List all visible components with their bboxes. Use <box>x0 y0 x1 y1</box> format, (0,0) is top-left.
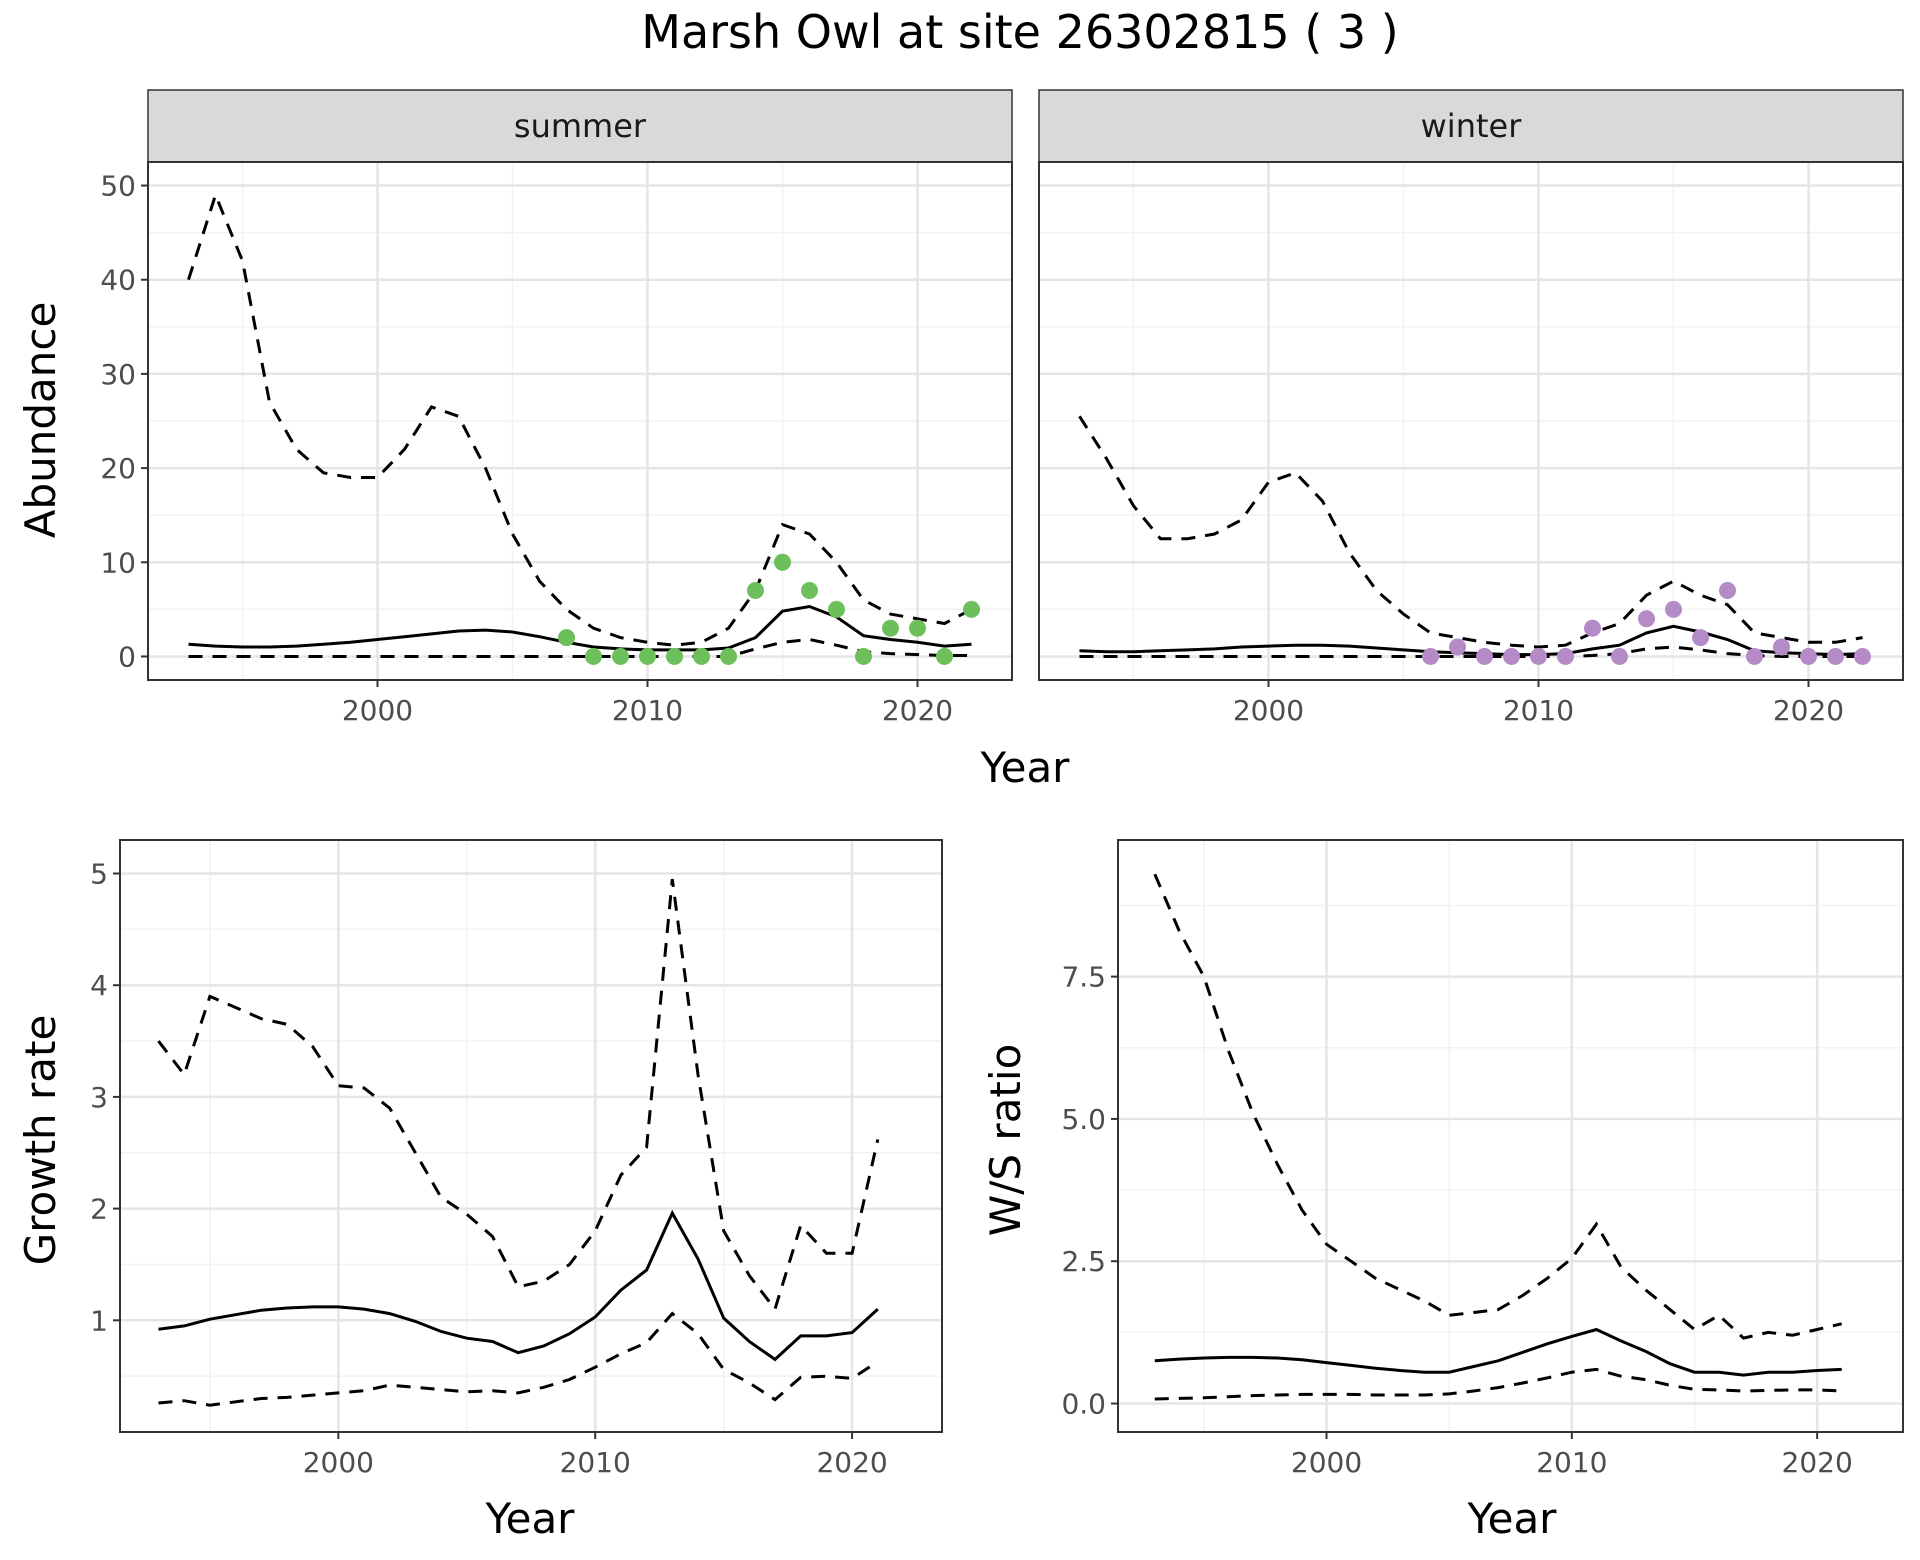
observed-point <box>828 600 845 618</box>
y-tick-label: 30 <box>100 358 136 391</box>
observed-point <box>1719 582 1736 600</box>
y-tick-label: 0 <box>118 640 136 673</box>
x-tick-label: 2000 <box>1233 694 1304 727</box>
y-tick-label: 0.0 <box>1061 1388 1106 1421</box>
observed-point <box>1800 647 1817 665</box>
series-line-lower <box>188 637 972 658</box>
series-line-upper <box>157 878 880 1313</box>
x-tick-label: 2020 <box>1782 1446 1853 1479</box>
observed-point <box>1665 600 1682 618</box>
x-tick-label: 2000 <box>1291 1446 1362 1479</box>
panel-winter-abundance: 2000 2010 2020 <box>1038 161 1904 727</box>
observed-point <box>855 647 872 665</box>
observed-point <box>1557 647 1574 665</box>
y-tick-label: 2.5 <box>1061 1245 1106 1278</box>
x-axis-title-ratio: Year <box>1467 1494 1558 1543</box>
panel-border <box>119 839 943 1433</box>
x-axis-title-growth: Year <box>485 1494 576 1543</box>
y-tick-label: 20 <box>100 452 136 485</box>
x-tick-label: 2000 <box>342 694 413 727</box>
x-axis-title-top: Year <box>980 743 1071 792</box>
panel-border <box>1038 161 1904 681</box>
panel-summer-abundance: 2000 2010 2020 0 10 20 30 40 50 <box>100 161 1013 727</box>
x-tick-label: 2020 <box>816 1446 887 1479</box>
observed-point <box>1503 647 1520 665</box>
panel-growth-rate: 2000 2010 2020 1 2 3 4 5 <box>90 839 943 1479</box>
observed-point <box>1476 647 1493 665</box>
panel-background <box>1118 840 1903 1432</box>
y-tick-label: 1 <box>90 1304 108 1337</box>
series-line-estimate <box>1154 1327 1842 1377</box>
x-tick-label: 2000 <box>303 1446 374 1479</box>
observed-point <box>1638 610 1655 628</box>
panel-border <box>1117 839 1904 1433</box>
x-tick-label: 2010 <box>1536 1446 1607 1479</box>
strip-label-summer: summer <box>514 107 647 145</box>
series-line-upper <box>1078 415 1863 649</box>
x-tick-label: 2020 <box>882 694 953 727</box>
x-tick-label: 2010 <box>612 694 683 727</box>
panel-border <box>147 161 1013 681</box>
y-tick-label: 5 <box>90 858 108 891</box>
observed-point <box>1773 638 1790 656</box>
observed-point <box>720 647 737 665</box>
observed-point <box>1611 647 1628 665</box>
observed-point <box>693 647 710 665</box>
observed-point <box>747 582 764 600</box>
observed-point <box>558 629 575 647</box>
observed-point <box>774 553 791 571</box>
series-line-lower <box>1079 645 1863 658</box>
strip-winter <box>1038 89 1904 163</box>
y-tick-label: 40 <box>100 264 136 297</box>
observed-point <box>585 647 602 665</box>
x-tick-label: 2020 <box>1773 694 1844 727</box>
strip-label-winter: winter <box>1421 107 1523 145</box>
series-line-estimate <box>1079 624 1863 657</box>
y-tick-label: 2 <box>90 1193 108 1226</box>
series-line-upper <box>1153 873 1843 1340</box>
series-line-lower <box>1154 1367 1842 1401</box>
observed-point <box>612 647 629 665</box>
observed-point <box>1854 647 1871 665</box>
observed-point <box>1827 647 1844 665</box>
x-tick-label: 2010 <box>560 1446 631 1479</box>
observed-point <box>666 647 683 665</box>
y-tick-label: 7.5 <box>1061 961 1106 994</box>
observed-point <box>909 619 926 637</box>
panel-background <box>120 840 942 1432</box>
observed-point <box>936 647 953 665</box>
x-tick-label: 2010 <box>1503 694 1574 727</box>
y-axis-title-growth: Growth rate <box>16 1015 65 1266</box>
chart-title: Marsh Owl at site 26302815 ( 3 ) <box>641 5 1398 59</box>
observed-point <box>963 600 980 618</box>
observed-point <box>1530 647 1547 665</box>
y-tick-label: 4 <box>90 969 108 1002</box>
panel-ws-ratio: 2000 2010 2020 0.0 2.5 5.0 7.5 <box>1061 839 1904 1479</box>
observed-point <box>882 619 899 637</box>
series-line-upper <box>187 190 973 647</box>
y-tick-label: 5.0 <box>1061 1103 1106 1136</box>
series-line-estimate <box>158 1209 879 1362</box>
observed-point <box>1746 647 1763 665</box>
y-tick-label: 10 <box>100 546 136 579</box>
series-line-estimate <box>188 604 972 652</box>
observed-point <box>639 647 656 665</box>
observed-point <box>1422 647 1439 665</box>
observed-point <box>1449 638 1466 656</box>
observed-point <box>1584 619 1601 637</box>
series-line-lower <box>158 1311 879 1407</box>
y-axis-title-ratio: W/S ratio <box>981 1044 1030 1237</box>
strip-summer <box>147 89 1013 163</box>
observed-point <box>801 582 818 600</box>
y-axis-title-abundance: Abundance <box>16 302 65 539</box>
observed-point <box>1692 629 1709 647</box>
y-tick-label: 50 <box>100 170 136 203</box>
y-tick-label: 3 <box>90 1081 108 1114</box>
